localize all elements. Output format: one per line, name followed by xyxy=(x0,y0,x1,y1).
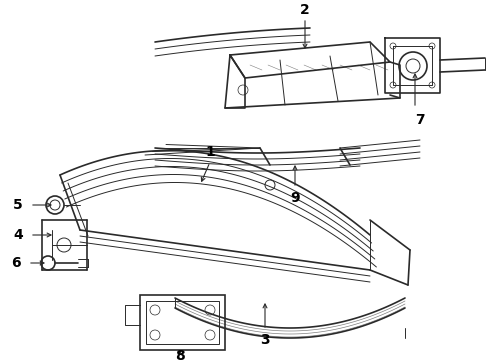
Text: 4: 4 xyxy=(13,228,23,242)
Bar xyxy=(146,301,219,344)
Text: 2: 2 xyxy=(300,3,310,17)
Text: 3: 3 xyxy=(260,333,270,347)
Text: 7: 7 xyxy=(415,113,425,127)
Text: 6: 6 xyxy=(11,256,21,270)
Text: 1: 1 xyxy=(205,145,215,159)
Text: 9: 9 xyxy=(290,191,300,205)
Bar xyxy=(140,295,225,350)
Text: 5: 5 xyxy=(13,198,23,212)
Text: 8: 8 xyxy=(175,349,185,360)
